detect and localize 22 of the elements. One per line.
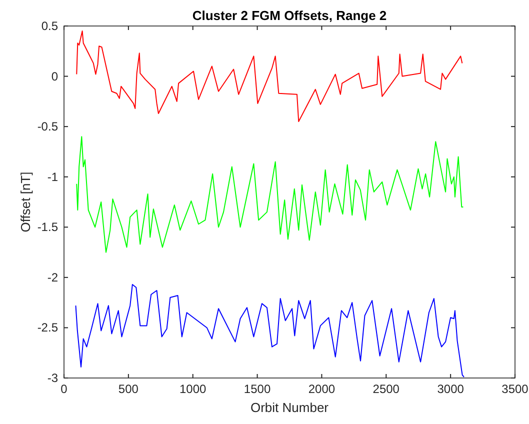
x-tick-label: 0 xyxy=(60,382,68,396)
y-axis-title: Offset [nT] xyxy=(18,172,33,232)
y-tick-label: -0.5 xyxy=(37,120,58,134)
x-tick-label: 3000 xyxy=(437,382,464,396)
chart-title: Cluster 2 FGM Offsets, Range 2 xyxy=(192,8,387,23)
y-tick-label: 0 xyxy=(51,69,58,84)
y-tick-label: -1 xyxy=(47,170,58,184)
y-tick-label: -2 xyxy=(47,270,58,284)
x-tick-label: 2000 xyxy=(308,382,336,396)
x-tick-label: 1500 xyxy=(244,382,271,396)
line-series xyxy=(75,284,464,378)
line-series xyxy=(76,136,464,253)
x-tick-label: 3500 xyxy=(502,382,529,396)
y-tick-label: -1.5 xyxy=(37,220,58,234)
line-series xyxy=(76,30,463,122)
x-tick-label: 1000 xyxy=(180,382,207,396)
y-tick-label: -3 xyxy=(47,371,58,385)
y-tick-label: -2.5 xyxy=(37,320,58,335)
x-axis-title: Orbit Number xyxy=(250,400,330,415)
y-tick-label: 0.5 xyxy=(41,19,58,33)
x-tick-label: 2500 xyxy=(372,382,400,396)
x-tick-label: 500 xyxy=(118,382,139,396)
